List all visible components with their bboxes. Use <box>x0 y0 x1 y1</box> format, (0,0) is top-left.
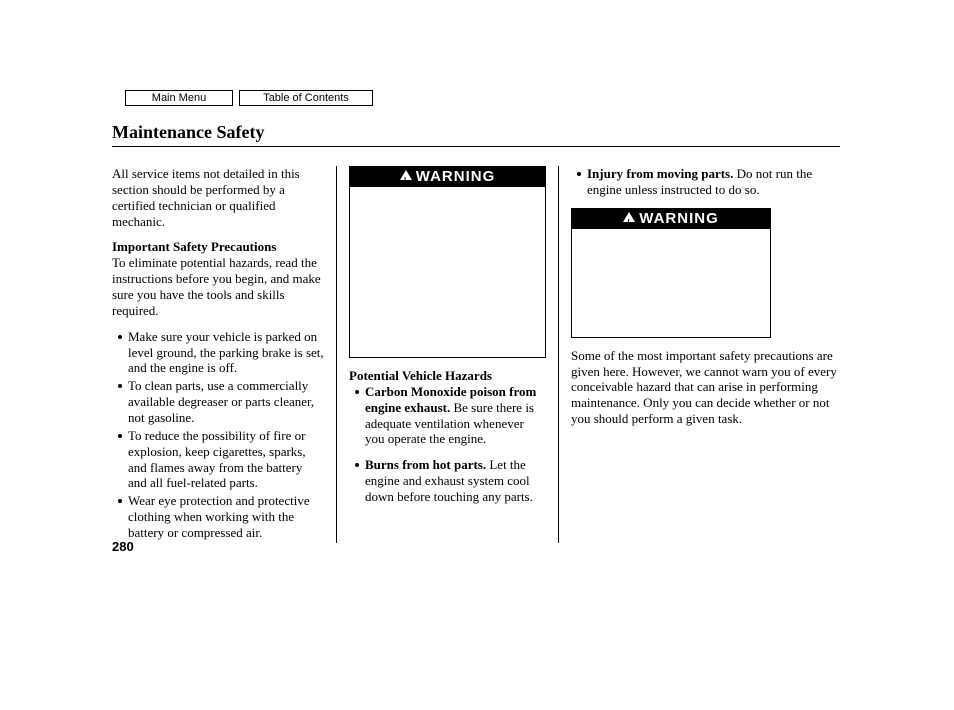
list-item: Carbon Monoxide poison from engine exhau… <box>355 384 546 447</box>
content-columns: All service items not detailed in this s… <box>112 166 842 543</box>
hazards-list-3: Injury from moving parts. Do not run the… <box>571 166 842 198</box>
hazards-heading: Potential Vehicle Hazards <box>349 368 546 384</box>
closing-paragraph: Some of the most important safety precau… <box>571 348 842 427</box>
title-underline <box>112 146 840 147</box>
list-item: Make sure your vehicle is parked on leve… <box>118 329 324 377</box>
warning-body <box>350 187 545 357</box>
list-item: To clean parts, use a commercially avail… <box>118 378 324 426</box>
warning-label: WARNING <box>639 210 719 227</box>
column-1: All service items not detailed in this s… <box>112 166 336 543</box>
precautions-list: Make sure your vehicle is parked on leve… <box>112 329 324 541</box>
hazards-list: Carbon Monoxide poison from engine exhau… <box>349 384 546 447</box>
hazard-bold: Injury from moving parts. <box>587 166 733 181</box>
list-item: Wear eye protection and protective cloth… <box>118 493 324 541</box>
intro-paragraph: All service items not detailed in this s… <box>112 166 324 229</box>
column-2: WARNING Potential Vehicle Hazards Carbon… <box>336 166 558 543</box>
page-number: 280 <box>112 539 134 554</box>
precautions-block: Important Safety Precautions To eliminat… <box>112 239 324 318</box>
list-item: Injury from moving parts. Do not run the… <box>577 166 842 198</box>
precautions-intro: To eliminate potential hazards, read the… <box>112 255 321 318</box>
list-item: To reduce the possibility of fire or exp… <box>118 428 324 491</box>
warning-header: WARNING <box>572 209 770 229</box>
warning-label: WARNING <box>416 168 496 185</box>
page-title: Maintenance Safety <box>112 122 264 143</box>
nav-button-row: Main Menu Table of Contents <box>125 90 373 106</box>
main-menu-button[interactable]: Main Menu <box>125 90 233 106</box>
hazard-bold: Burns from hot parts. <box>365 457 486 472</box>
warning-triangle-icon <box>400 170 412 180</box>
warning-header: WARNING <box>350 167 545 187</box>
toc-button[interactable]: Table of Contents <box>239 90 373 106</box>
column-3: Injury from moving parts. Do not run the… <box>558 166 842 543</box>
hazards-list-2: Burns from hot parts. Let the engine and… <box>349 457 546 505</box>
precautions-heading: Important Safety Precautions <box>112 239 276 254</box>
warning-body <box>572 229 770 337</box>
warning-triangle-icon <box>623 212 635 222</box>
warning-box-2: WARNING <box>571 208 771 338</box>
warning-box-1: WARNING <box>349 166 546 358</box>
spacer <box>349 449 546 457</box>
list-item: Burns from hot parts. Let the engine and… <box>355 457 546 505</box>
